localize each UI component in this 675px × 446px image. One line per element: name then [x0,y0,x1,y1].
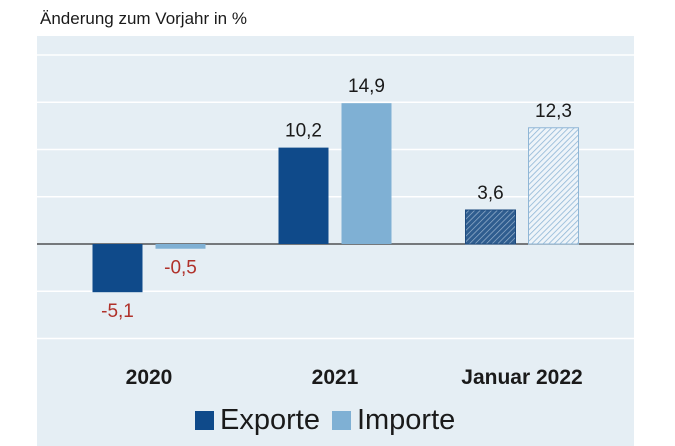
data-label: 12,3 [535,101,572,122]
data-label: 14,9 [348,76,385,97]
bar-importe-3 [528,127,579,245]
chart-subtitle: Änderung zum Vorjahr in % [40,9,247,28]
category-label: Januar 2022 [461,366,582,389]
bar-exporte-3 [465,209,516,245]
bar-importe-1 [155,244,206,249]
data-label: 10,2 [285,121,322,142]
data-label: -0,5 [164,258,197,279]
category-label: 2021 [312,366,359,389]
data-label: -5,1 [101,301,134,322]
legend-label-importe: Importe [356,404,456,436]
bar-exporte-2 [278,147,329,244]
legend-swatch-importe [331,411,351,430]
legend-item-exporte: Exporte [195,404,320,437]
bar-importe-2 [341,103,392,244]
legend-label-exporte: Exporte [220,404,320,436]
chart-legend: Exporte Importe [195,404,455,437]
legend-swatch-exporte [195,411,214,430]
category-label: 2020 [126,366,173,389]
legend-item-importe: Importe [331,404,456,437]
bar-exporte-1 [92,244,143,293]
data-label: 3,6 [477,183,503,204]
